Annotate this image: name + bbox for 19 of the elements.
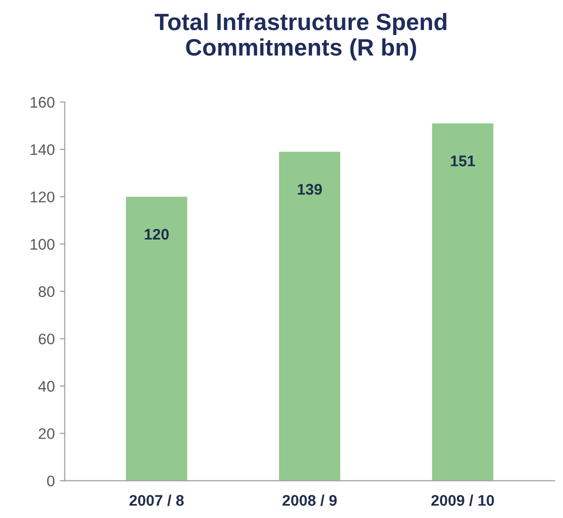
y-tick-label: 120 — [30, 192, 54, 202]
y-tick-label: 40 — [38, 380, 54, 392]
y-tick-label: 80 — [38, 286, 54, 298]
x-tick-label: 2007 / 8 — [130, 494, 184, 506]
y-tick-label: 160 — [30, 96, 54, 108]
x-tick-label: 2008 / 9 — [282, 494, 337, 506]
y-tick-label: 20 — [38, 428, 54, 440]
y-tick-label: 100 — [30, 238, 54, 250]
bar — [432, 123, 494, 481]
y-tick-label: 0 — [47, 476, 54, 486]
chart-title: Total Infrastructure Spend Commitments (R bn) — [154, 12, 446, 60]
bar — [279, 152, 340, 481]
bar — [126, 196, 188, 481]
data-label: 139 — [298, 184, 322, 195]
x-tick-label: 2009 / 10 — [431, 494, 494, 506]
y-tick-label: 140 — [30, 144, 54, 156]
y-tick-label: 60 — [38, 334, 54, 344]
data-label: 120 — [144, 228, 169, 240]
data-label: 151 — [450, 156, 476, 166]
